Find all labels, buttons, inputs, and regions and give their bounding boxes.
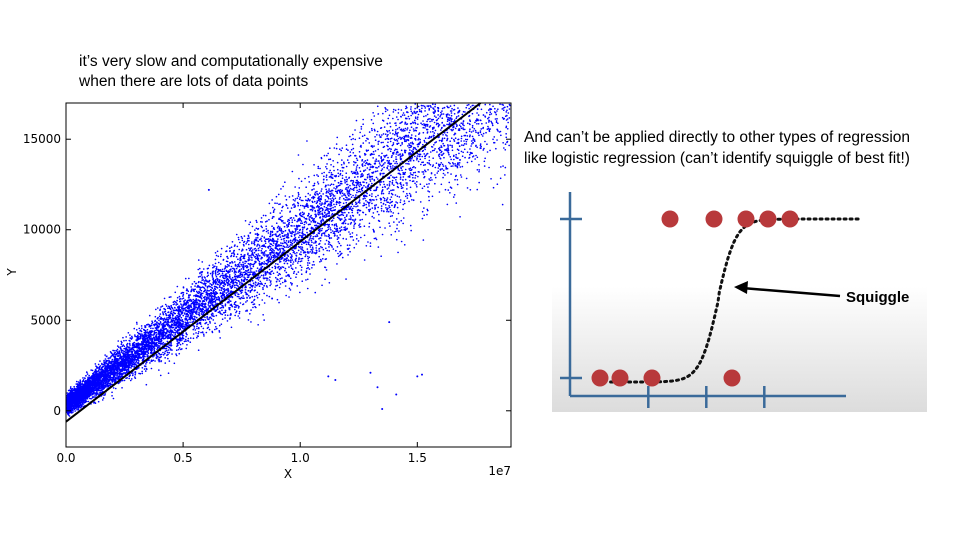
scatter-outlier-point bbox=[327, 375, 330, 378]
axes-group: 0.0 0.5 1.0 1.5 0 5000 10000 15000 bbox=[23, 103, 511, 465]
scatter-points bbox=[66, 103, 511, 417]
scatter-chart: 0.0 0.5 1.0 1.5 0 5000 10000 15000 X Y 1e7 bbox=[5, 102, 512, 481]
scatter-outlier-point bbox=[369, 371, 372, 374]
diagram-point bbox=[723, 369, 741, 387]
scatter-point-cloud bbox=[66, 103, 511, 417]
scatter-outlier-point bbox=[271, 297, 274, 300]
diagram-point bbox=[611, 369, 629, 387]
x-axis-label: X bbox=[284, 467, 292, 481]
scatter-outlier-point bbox=[376, 386, 379, 389]
diagram-axes bbox=[560, 192, 846, 408]
left-caption-line-1: it’s very slow and computationally expen… bbox=[79, 53, 383, 70]
y-axis-label: Y bbox=[5, 268, 19, 277]
squiggle-diagram: Squiggle bbox=[552, 184, 927, 412]
right-caption-line-2: like logistic regression (can’t identify… bbox=[524, 150, 910, 167]
regression-line bbox=[65, 102, 482, 423]
x-scale-label: 1e7 bbox=[488, 464, 511, 478]
diagram-point bbox=[705, 210, 723, 228]
scatter-outlier-point bbox=[416, 375, 419, 378]
y-tick-label: 0 bbox=[53, 404, 61, 418]
right-caption: And can’t be applied directly to other t… bbox=[524, 127, 910, 169]
left-caption-line-2: when there are lots of data points bbox=[79, 73, 309, 90]
left-caption: it’s very slow and computationally expen… bbox=[79, 52, 383, 92]
scatter-outlier-point bbox=[388, 321, 391, 324]
squiggle-arrow bbox=[734, 281, 841, 298]
scatter-outlier-point bbox=[421, 373, 423, 376]
x-tick-label: 0.0 bbox=[56, 451, 75, 465]
y-tick-label: 10000 bbox=[23, 223, 61, 237]
regression-line-group bbox=[65, 102, 482, 423]
y-tick-label: 15000 bbox=[23, 132, 61, 146]
diagram-point bbox=[737, 210, 755, 228]
right-caption-line-1: And can’t be applied directly to other t… bbox=[524, 129, 911, 146]
x-tick-label: 1.5 bbox=[408, 451, 427, 465]
plot-frame bbox=[65, 102, 512, 448]
scatter-outlier-point bbox=[207, 188, 210, 191]
diagram-point bbox=[591, 369, 609, 387]
diagram-point bbox=[643, 369, 661, 387]
diagram-point bbox=[781, 210, 799, 228]
x-tick-label: 1.0 bbox=[291, 451, 310, 465]
squiggle-annotation: Squiggle bbox=[846, 289, 909, 306]
scatter-outlier-point bbox=[381, 407, 384, 410]
x-tick-label: 0.5 bbox=[174, 451, 193, 465]
scatter-outlier-point bbox=[395, 393, 398, 396]
diagram-points bbox=[591, 210, 799, 387]
diagram-point bbox=[661, 210, 679, 228]
scatter-outlier-point bbox=[334, 379, 337, 382]
y-tick-label: 5000 bbox=[30, 313, 61, 327]
diagram-point bbox=[759, 210, 777, 228]
